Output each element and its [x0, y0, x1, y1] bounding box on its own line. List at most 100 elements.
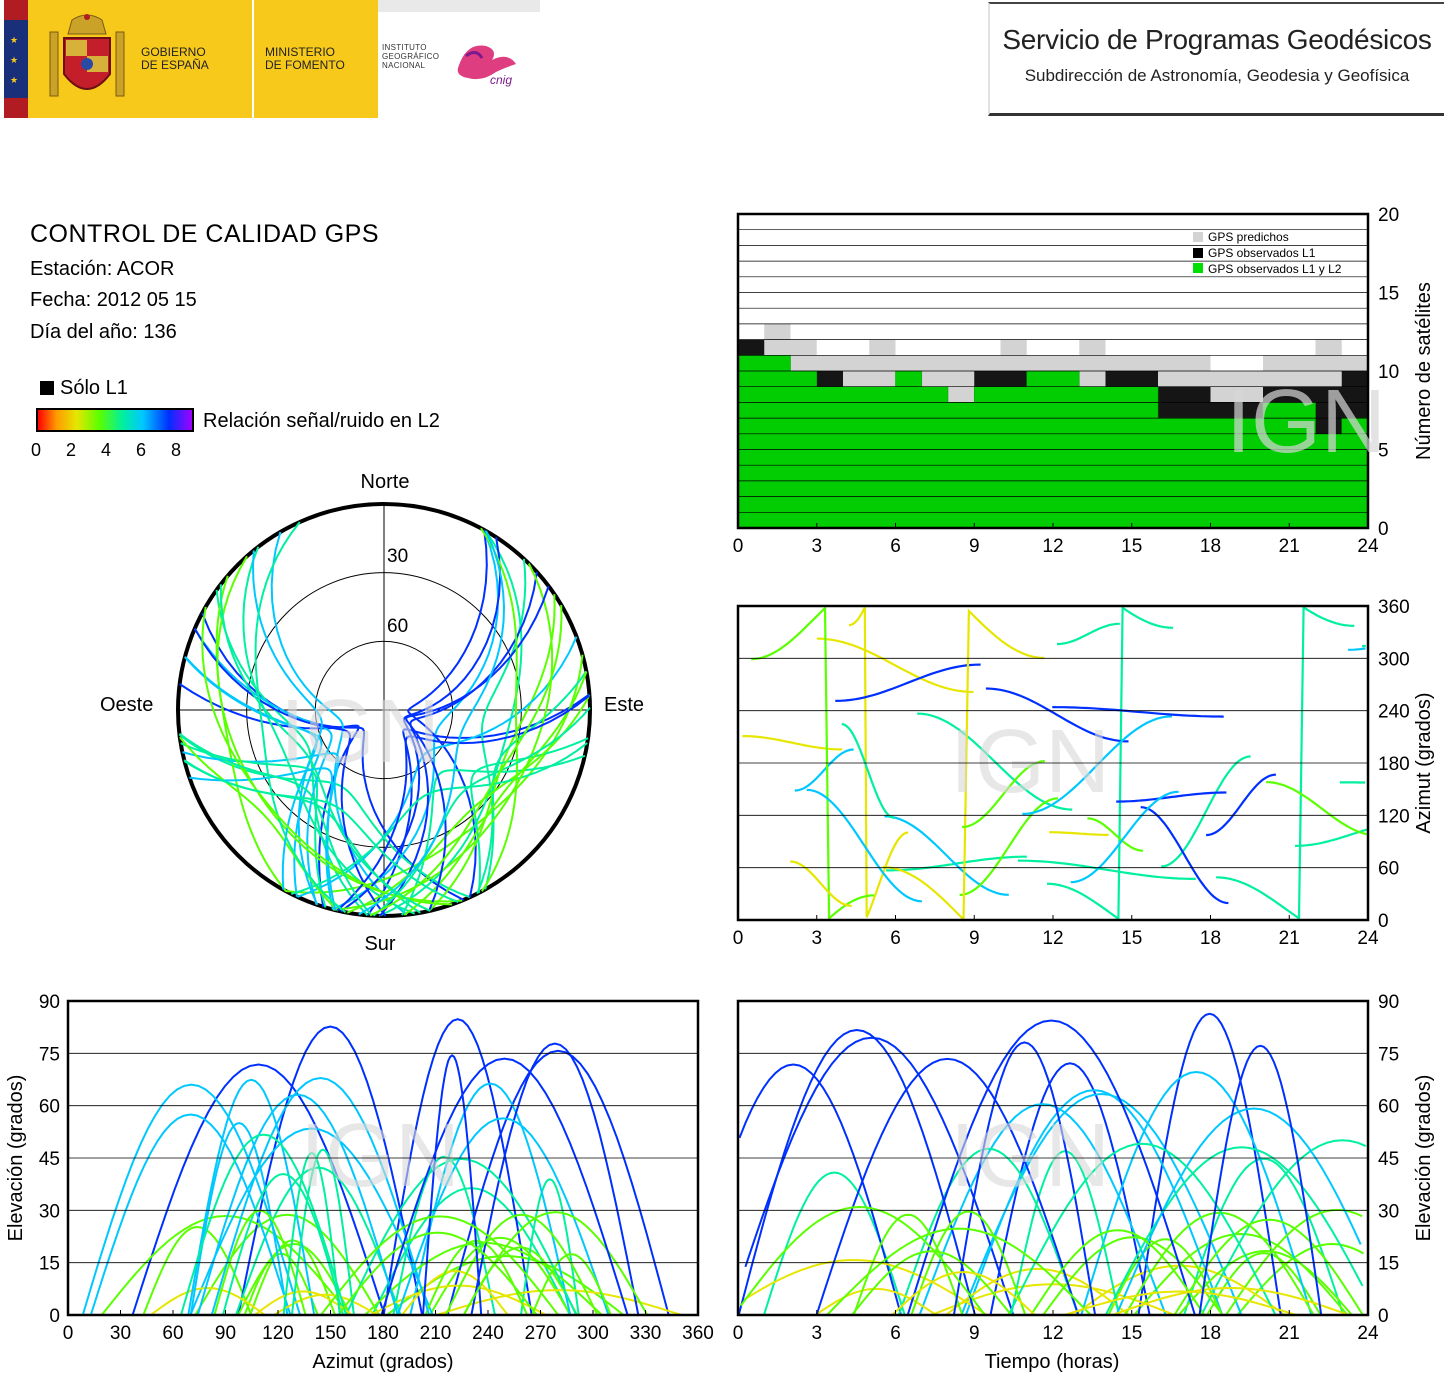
elevation-time-track: [1112, 1286, 1350, 1316]
azimuth-track: [1348, 647, 1366, 651]
x-tick-label: 21: [1279, 928, 1300, 949]
elevation-azimuth-plot-area: [81, 1018, 682, 1316]
watermark: IGN: [300, 1106, 460, 1206]
satellite-track: [366, 693, 590, 916]
azimuth-track: [1140, 806, 1229, 905]
x-tick-label: 240: [472, 1323, 504, 1344]
x-tick-label: 30: [110, 1323, 131, 1344]
elevation-time-track: [1080, 1070, 1313, 1316]
x-tick-label: 210: [420, 1323, 452, 1344]
elevation-time-track: [1107, 1238, 1224, 1316]
elevation-time-track: [1198, 1044, 1323, 1316]
x-tick-label: 18: [1200, 1323, 1221, 1344]
azimuth-time-plot-area: [742, 605, 1368, 923]
direction-south: Sur: [364, 933, 395, 955]
y-tick-label: 0: [1378, 911, 1389, 932]
banner-divider: [252, 0, 254, 118]
satellite-track: [270, 531, 408, 916]
y-tick-label: 90: [39, 992, 60, 1013]
cnig-logo-text: cnig: [490, 73, 512, 87]
azimuth-track: [1057, 622, 1120, 646]
x-tick-label: 21: [1279, 1323, 1300, 1344]
azimuth-track: [848, 606, 909, 918]
legend-swatch-l1: [1193, 248, 1203, 258]
elevation-track: [254, 1290, 353, 1316]
institute-block: [378, 0, 540, 118]
y-tick-label: 15: [1378, 284, 1399, 305]
x-tick-label: 360: [682, 1323, 714, 1344]
star-icon: ★: [10, 75, 19, 85]
y-tick-label: 60: [1378, 859, 1399, 880]
elevation-track: [520, 1178, 580, 1316]
service-title: Servicio de Programas Geodésicos: [1002, 24, 1432, 55]
elevation-time-track: [1124, 1211, 1315, 1316]
azimuth-track: [1206, 773, 1276, 837]
colorbar-tick: 6: [136, 440, 147, 460]
ministry-line1: MINISTERIO: [265, 45, 336, 59]
satellite-track: [242, 546, 416, 915]
legend-predicted: GPS predichos: [1208, 230, 1289, 244]
satellite-track: [379, 571, 538, 917]
direction-east: Este: [604, 694, 644, 716]
watermark: IGN: [280, 682, 440, 782]
satellite-count-legend: GPS predichos GPS observados L1 GPS obse…: [1193, 230, 1342, 276]
satellite-track: [201, 606, 453, 906]
x-tick-label: 15: [1121, 536, 1142, 557]
elevation-track: [150, 1286, 266, 1316]
y-tick-label: 60: [39, 1097, 60, 1118]
x-tick-label: 0: [733, 1323, 744, 1344]
elevation-track: [392, 1155, 496, 1316]
x-axis-label: Azimut (grados): [312, 1351, 453, 1373]
elevation-track: [196, 1093, 399, 1316]
snr-colorbar: [36, 408, 194, 432]
elevation-track: [382, 1018, 533, 1316]
azimuth-track: [1046, 605, 1174, 921]
satellite-track: [179, 683, 360, 907]
x-tick-label: 24: [1357, 536, 1379, 557]
elevation-track: [320, 1215, 559, 1316]
elevation-track: [290, 1148, 355, 1316]
azimuth-track: [959, 797, 1059, 897]
x-tick-label: 150: [315, 1323, 347, 1344]
satellite-track: [193, 628, 387, 917]
elevation-time-track: [1178, 1249, 1353, 1316]
satellite-count-chart: IGN GPS predichos GPS observados L1 GPS …: [733, 205, 1435, 557]
service-subtitle: Subdirección de Astronomía, Geodesia y G…: [1024, 66, 1410, 85]
elevation-time-track: [964, 1089, 1224, 1316]
x-tick-label: 15: [1121, 1323, 1142, 1344]
satellite-track: [180, 742, 327, 908]
azimuth-track: [1294, 828, 1368, 847]
elevation-time-track: [1064, 1290, 1297, 1316]
satellite-track: [480, 527, 519, 892]
x-tick-label: 18: [1200, 928, 1221, 949]
azimuth-time-chart: IGN 0 3 6 9 12 15 18 21 24 0 60 120 180 240 300 360 Az…: [733, 597, 1435, 949]
y-tick-label: 45: [39, 1149, 60, 1170]
elevation-time-track: [891, 1271, 1036, 1316]
elevation-time-track: [1104, 1146, 1364, 1316]
satellite-track: [183, 759, 459, 904]
y-axis-label: Elevación (grados): [5, 1075, 27, 1242]
azimuth-track: [1087, 817, 1144, 852]
y-tick-label: 75: [1378, 1044, 1399, 1065]
coat-of-arms-icon: [49, 14, 125, 97]
azimuth-track: [835, 663, 981, 702]
star-icon: ★: [10, 35, 19, 45]
elevation-track: [531, 1253, 612, 1316]
x-tick-label: 0: [63, 1323, 74, 1344]
x-tick-label: 180: [367, 1323, 399, 1344]
satellite-count-plot-area: [737, 213, 1369, 529]
elevation-time-track: [738, 1063, 902, 1316]
x-tick-label: 21: [1279, 536, 1300, 557]
institute-line2: GEOGRÁFICO: [382, 52, 440, 61]
x-tick-label: 270: [525, 1323, 557, 1344]
y-tick-label: 10: [1378, 362, 1399, 383]
azimuth-track: [742, 735, 843, 751]
institute-label: INSTITUTO GEOGRÁFICO NACIONAL: [382, 43, 439, 70]
elevation-track: [237, 1025, 424, 1316]
x-tick-label: 15: [1121, 928, 1142, 949]
satellite-track: [215, 589, 369, 916]
station-label: Estación: ACOR: [30, 258, 175, 280]
x-tick-label: 18: [1200, 536, 1221, 557]
x-tick-label: 6: [890, 928, 901, 949]
satellite-track: [336, 694, 591, 912]
